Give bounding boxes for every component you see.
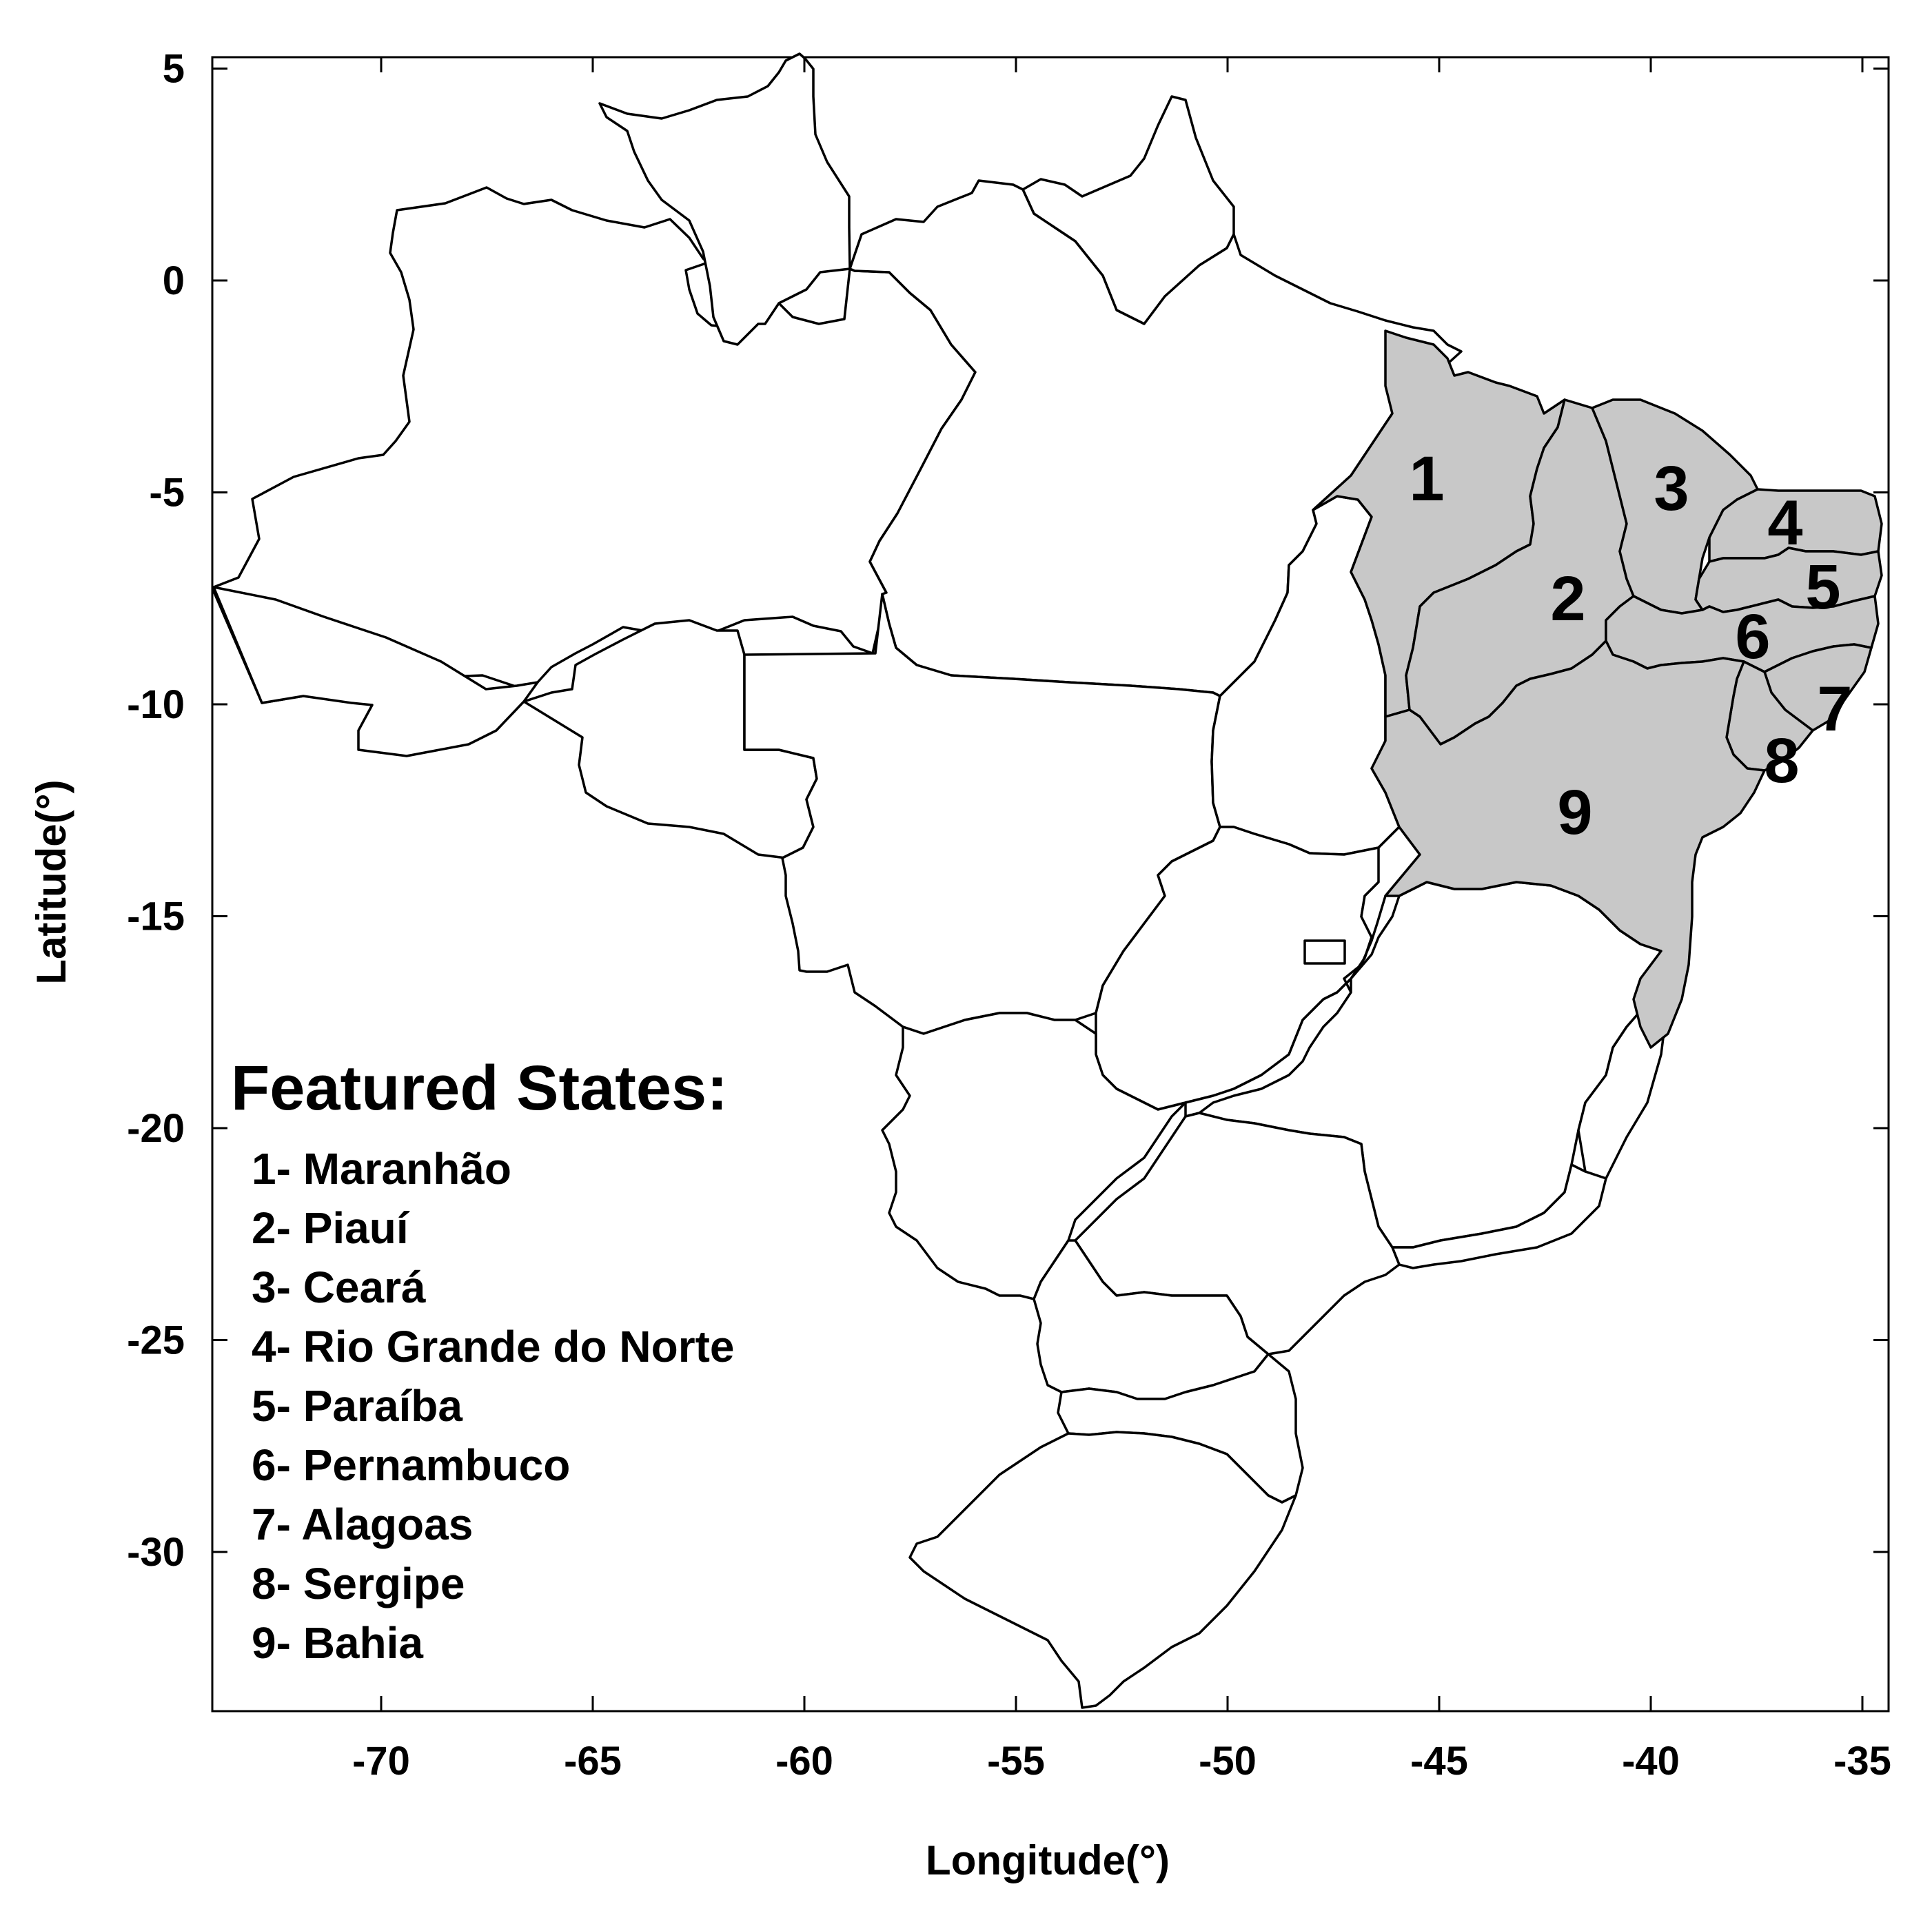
x-tick-label: -40 <box>1622 1739 1680 1784</box>
x-tick-label: -50 <box>1199 1739 1257 1784</box>
y-tick-label: -15 <box>127 895 185 939</box>
x-axis-tick-labels: -70 -65 -60 -55 -50 -45 -40 -35 <box>352 1739 1891 1784</box>
featured-states-legend: Featured States: 1- Maranhão 2- Piauí 3-… <box>231 1053 735 1668</box>
state-rio-de-janeiro <box>1391 1163 1607 1269</box>
axis-ticks <box>212 57 1889 1711</box>
state-number-8: 8 <box>1764 726 1799 796</box>
x-tick-label: -65 <box>564 1739 622 1784</box>
state-bahia <box>1370 640 1766 1049</box>
highlighted-states-layer <box>1312 329 1883 1049</box>
x-axis-title: Longitude(°) <box>926 1837 1170 1883</box>
x-tick-label: -45 <box>1410 1739 1468 1784</box>
state-number-7: 7 <box>1817 674 1852 744</box>
y-tick-label: -25 <box>127 1318 185 1363</box>
legend-item: 9- Bahia <box>252 1618 423 1668</box>
x-tick-label: -55 <box>987 1739 1045 1784</box>
x-tick-label: -35 <box>1833 1739 1891 1784</box>
y-tick-label: -30 <box>127 1530 185 1575</box>
legend-title: Featured States: <box>231 1053 728 1123</box>
y-axis-tick-labels: 5 0 -5 -10 -15 -20 -25 -30 <box>127 47 185 1575</box>
legend-item: 2- Piauí <box>252 1203 410 1253</box>
state-number-2: 2 <box>1550 564 1585 634</box>
state-number-6: 6 <box>1735 602 1770 672</box>
state-number-3: 3 <box>1654 453 1689 524</box>
plot-frame <box>211 56 1890 1713</box>
state-distrito-federal <box>1303 939 1346 965</box>
legend-item: 6- Pernambuco <box>252 1440 570 1490</box>
state-number-5: 5 <box>1805 552 1840 622</box>
legend-item: 8- Sergipe <box>252 1559 465 1608</box>
legend-item: 7- Alagoas <box>252 1500 473 1549</box>
x-tick-label: -60 <box>775 1739 833 1784</box>
y-tick-label: -5 <box>149 471 185 515</box>
state-amazonas <box>212 186 977 704</box>
y-tick-label: 5 <box>163 47 185 92</box>
state-number-1: 1 <box>1409 444 1444 514</box>
base-states-layer <box>212 52 1669 1709</box>
state-number-labels: 1 2 3 4 5 6 7 8 9 <box>1409 444 1852 848</box>
y-axis-title: Latitude(°) <box>28 779 74 984</box>
legend-item: 3- Ceará <box>252 1263 426 1312</box>
state-sao-paulo <box>1074 1112 1401 1356</box>
x-tick-label: -70 <box>352 1739 410 1784</box>
state-rio-grande-do-sul <box>908 1431 1297 1709</box>
legend-item: 4- Rio Grande do Norte <box>252 1322 735 1371</box>
y-tick-label: 0 <box>163 258 185 303</box>
state-acre <box>212 586 539 757</box>
y-tick-label: -10 <box>127 682 185 727</box>
state-roraima <box>598 52 851 346</box>
state-mato-grosso-do-sul <box>881 1012 1187 1300</box>
state-number-4: 4 <box>1767 488 1802 558</box>
legend-item: 5- Paraíba <box>252 1381 462 1431</box>
y-tick-label: -20 <box>127 1106 185 1151</box>
state-number-9: 9 <box>1557 777 1592 848</box>
legend-item: 1- Maranhão <box>252 1144 511 1194</box>
